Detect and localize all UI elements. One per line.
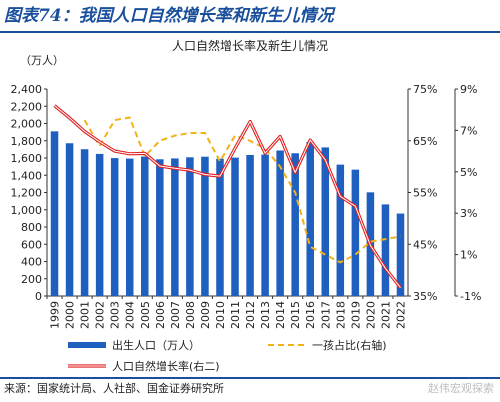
legend-label-ratio: 一孩占比(右轴)	[312, 338, 387, 352]
bar	[95, 153, 104, 296]
y-left-tick-label: 2,200	[11, 100, 43, 113]
watermark: 赵伟宏观探索	[428, 382, 494, 395]
x-tick-label: 1999	[49, 301, 62, 329]
y-right2-tick-label: 9%	[460, 83, 477, 96]
y-left-tick-label: 1,800	[11, 135, 43, 148]
rate-line-core	[54, 105, 401, 289]
bars-group	[50, 131, 405, 296]
axes-frame	[44, 88, 458, 299]
x-tick-label: 2013	[259, 301, 272, 329]
bar	[186, 157, 194, 296]
left-axis-unit: （万人）	[20, 54, 64, 67]
bar	[351, 169, 360, 296]
x-tick-label: 2017	[319, 301, 332, 329]
y-right1-tick-label: 45%	[413, 238, 437, 251]
bar	[171, 158, 179, 296]
figure-title: 图表74：我国人口自然增长率和新生儿情况	[4, 6, 334, 26]
x-tick-label: 2004	[124, 301, 137, 329]
y-left-tick-label: 1,200	[11, 187, 43, 200]
x-tick-label: 2011	[229, 301, 242, 329]
y-right2-tick-label: 5%	[460, 166, 477, 179]
source-rule	[0, 377, 500, 379]
y-left-tick-label: 0	[35, 290, 42, 303]
source-note: 来源：国家统计局、人社部、国金证券研究所	[4, 382, 224, 395]
x-tick-label: 2019	[349, 301, 362, 329]
tick-labels: 0 200 400 600 800 1,000 1,200 1,400 1,600 1,800 2,…	[11, 83, 482, 329]
bar	[291, 153, 299, 296]
legend-label-rate: 人口自然增长率(右二)	[112, 359, 220, 373]
x-tick-label: 2001	[79, 301, 92, 329]
x-tick-label: 2012	[244, 301, 257, 329]
x-tick-label: 2000	[64, 301, 77, 329]
y-left-tick-label: 800	[21, 221, 42, 234]
x-tick-label: 2010	[214, 301, 227, 329]
y-left-tick-label: 2,000	[11, 118, 43, 131]
legend: 出生人口（万人） 一孩占比(右轴) 人口自然增长率(右二)	[68, 338, 387, 373]
legend-label-births: 出生人口（万人）	[112, 338, 200, 352]
x-tick-label: 2018	[334, 301, 347, 329]
y-right1-tick-label: 75%	[413, 83, 437, 96]
y-right2-tick-label: 1%	[460, 249, 477, 262]
x-tick-label: 2005	[139, 301, 152, 329]
title-rule	[0, 31, 500, 33]
y-left-tick-label: 600	[21, 238, 42, 251]
x-tick-label: 2022	[394, 301, 407, 329]
x-tick-label: 2006	[154, 301, 167, 329]
y-left-tick-label: 1,400	[11, 169, 43, 182]
bar	[246, 154, 254, 296]
x-tick-label: 2002	[94, 301, 107, 329]
y-right2-tick-label: 3%	[460, 207, 477, 220]
bar	[216, 158, 224, 296]
y-right1-tick-label: 35%	[413, 290, 437, 303]
x-tick-label: 2015	[289, 301, 302, 329]
x-tick-label: 2007	[169, 301, 182, 329]
y-right1-tick-label: 65%	[413, 135, 437, 148]
bar	[276, 150, 284, 296]
lines-group	[53, 104, 402, 289]
y-left-tick-label: 200	[21, 273, 42, 286]
bar	[336, 164, 345, 296]
bar	[381, 204, 390, 296]
bar	[65, 143, 74, 296]
bar	[321, 147, 330, 296]
x-tick-label: 2014	[274, 301, 287, 329]
bar	[50, 131, 59, 296]
x-tick-label: 2020	[364, 301, 377, 329]
bar	[110, 158, 119, 296]
x-tick-label: 2021	[379, 301, 392, 329]
bar	[156, 159, 164, 296]
bar	[80, 149, 89, 296]
y-left-tick-label: 400	[21, 256, 42, 269]
bar	[306, 141, 314, 296]
x-tick-label: 2016	[304, 301, 317, 329]
bar	[125, 158, 134, 296]
y-right2-tick-label: 7%	[460, 124, 477, 137]
x-tick-label: 2009	[199, 301, 212, 329]
bar	[201, 156, 209, 296]
y-right1-tick-label: 55%	[413, 187, 437, 200]
y-right2-tick-label: -1%	[460, 290, 481, 303]
bar	[261, 154, 269, 296]
y-left-tick-label: 1,000	[11, 204, 43, 217]
y-left-tick-label: 2,400	[11, 83, 43, 96]
bar	[141, 156, 149, 296]
legend-swatch-births	[68, 342, 106, 348]
x-tick-label: 2003	[109, 301, 122, 329]
bar	[396, 213, 405, 296]
y-left-tick-label: 1,600	[11, 152, 43, 165]
x-tick-label: 2008	[184, 301, 197, 329]
bar	[231, 157, 239, 296]
chart-title: 人口自然增长率及新生儿情况	[172, 38, 328, 53]
